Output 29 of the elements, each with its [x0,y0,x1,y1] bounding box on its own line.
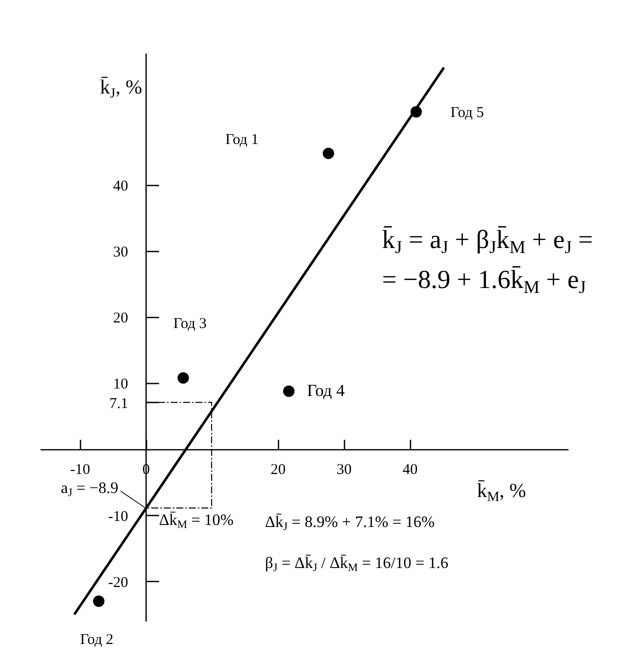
annotation: Год 5 [450,104,484,121]
text: k̄$_{J}$ = a$_{J}$ + β$_{J}$k̄$_{M}$ + e$_{J}$ = [382,225,593,258]
point [178,372,189,384]
annotation: β$_{J}$ = Δk̄$_{J}$ / Δk̄$_{M}$ = 16/10 = 1.6 [265,554,448,574]
annotation: a$_{J}$ = −8.9 [60,480,118,500]
point [410,106,422,118]
point [93,595,104,607]
annotation: = −8.9 + 1.6k̄$_{M}$ + e$_{J}$ [382,265,586,298]
point [322,148,334,160]
x-tick-label: 20 [270,462,286,478]
x-axis-title: k̄$_{M}$, % [476,479,526,505]
y-tick-label: 7.1 [109,396,128,412]
y-tick-label: 10 [113,376,128,393]
y-axis-title: k̄$_{J}$, % [100,76,142,102]
y-tick-label: -20 [108,574,128,591]
point [283,385,295,397]
annotation: Δk̄$_{J}$ = 8.9% + 7.1% = 16% [265,513,435,534]
annotation: Год 1 [225,132,259,148]
annotation: Δk̄$_{M}$ = 10% [159,511,234,532]
y-tick-label: 20 [113,310,128,327]
x-tick-label: 30 [336,462,352,478]
y-tick-label: 40 [113,178,128,195]
x-tick-label: 40 [402,462,418,478]
annotation: Год 2 [80,632,114,648]
y-tick-label: 30 [113,244,128,261]
x-tick-label: -10 [70,462,90,478]
y-tick-label: -10 [108,508,128,525]
annotation: Год 3 [173,316,207,332]
annotation: Год 4 [306,381,346,400]
